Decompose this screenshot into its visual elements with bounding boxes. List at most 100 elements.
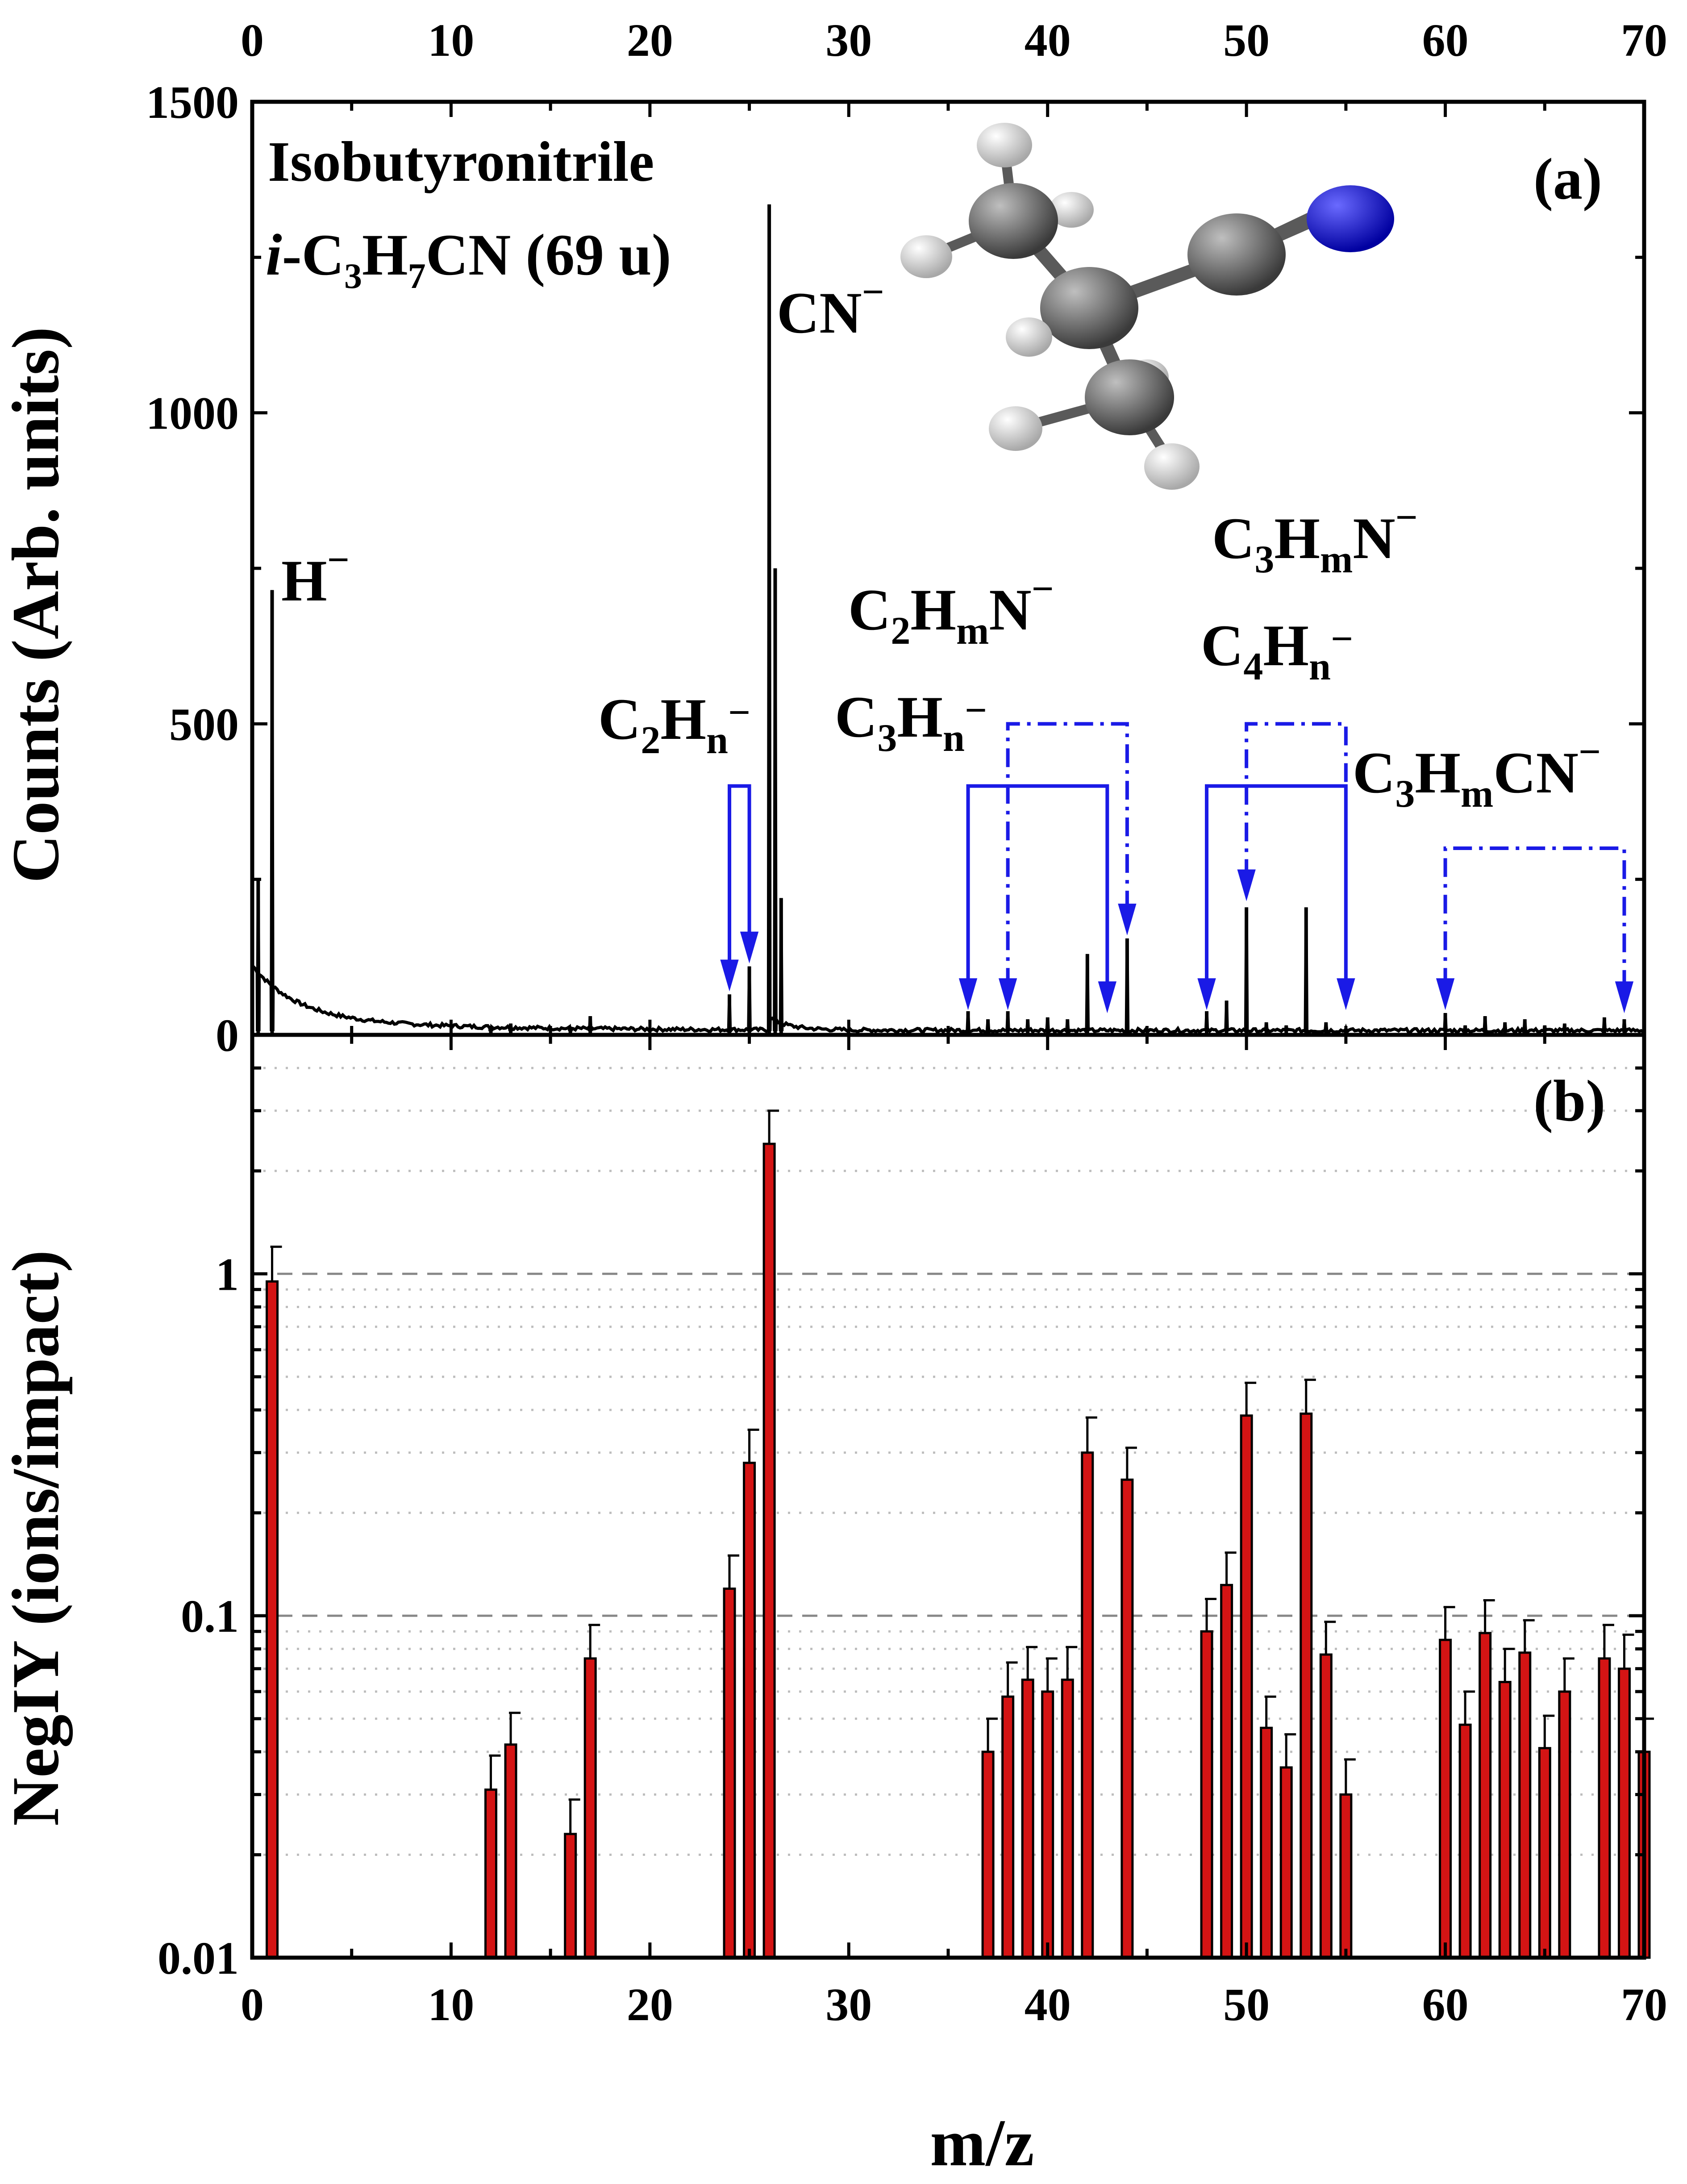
panel-b-y-axis-title: NegIY (ions/impact): [0, 1250, 73, 1826]
x-tick-label-top: 60: [1422, 15, 1469, 66]
bar: [564, 1833, 577, 1959]
hydrogen-atom: [977, 123, 1032, 167]
arrow-head-icon: [1615, 981, 1634, 1013]
bar: [1458, 1723, 1472, 1959]
arrow-head-icon: [998, 978, 1017, 1010]
arrow-head-icon: [740, 931, 759, 963]
panel-a-formula: i-C3H7CN (69 u): [266, 222, 671, 296]
bracket-line: [1245, 722, 1348, 878]
panel-a-annotations: [720, 722, 1634, 1013]
spectrum-line: [252, 204, 1644, 1037]
panel-b-tag: (b): [1533, 1068, 1605, 1134]
panel-a-y-axis-title: Counts (Arb. units): [0, 327, 73, 883]
x-tick-label: 0: [241, 1979, 264, 2030]
y-tick-label: 0.01: [158, 1933, 239, 1984]
bracket-line: [1205, 784, 1348, 987]
ion-label-c3hn: C3Hn−: [835, 684, 987, 760]
x-tick-label-top: 70: [1621, 15, 1667, 66]
bar: [743, 1462, 756, 1959]
x-tick-label: 30: [825, 1979, 872, 2030]
bracket-c2hn: [720, 784, 759, 992]
ion-label-c2hn: C2Hn−: [598, 686, 750, 762]
bar: [266, 1280, 279, 1959]
bar: [1300, 1412, 1313, 1959]
y-tick-label: 1: [216, 1249, 239, 1300]
hydrogen-atom: [1049, 192, 1094, 228]
bracket-line: [728, 784, 751, 968]
bar: [1001, 1695, 1015, 1959]
bar: [1319, 1653, 1333, 1959]
arrow-head-icon: [1237, 869, 1256, 901]
arrow-head-icon: [1436, 978, 1455, 1010]
x-tick-label: 70: [1621, 1979, 1667, 2030]
x-tick-label-top: 20: [627, 15, 673, 66]
hydrogen-atom: [1006, 317, 1052, 357]
bar: [1598, 1657, 1611, 1959]
x-tick-label: 60: [1422, 1979, 1469, 2030]
y-tick-label: 1000: [146, 388, 239, 439]
x-tick-label-top: 50: [1223, 15, 1270, 66]
y-tick-label: 0: [216, 1010, 239, 1061]
x-tick-label: 50: [1223, 1979, 1270, 2030]
x-tick-label-top: 0: [241, 15, 264, 66]
bar: [1498, 1681, 1512, 1959]
x-axis-title: m/z: [930, 2106, 1034, 2180]
bar: [1617, 1667, 1631, 1959]
carbon-atom: [1040, 267, 1138, 349]
bar: [1240, 1414, 1253, 1959]
bar: [1260, 1726, 1273, 1959]
bar: [1220, 1584, 1233, 1959]
y-tick-label: 500: [169, 699, 239, 750]
bracket-c3hn: [958, 784, 1117, 1013]
bar: [1518, 1651, 1532, 1959]
y-tick-label: 1500: [146, 77, 239, 128]
arrow-head-icon: [1197, 978, 1216, 1010]
x-tick-label-top: 30: [825, 15, 872, 66]
bar: [762, 1142, 776, 1959]
bracket-c3hmcn: [1436, 846, 1634, 1013]
bar: [1041, 1690, 1054, 1959]
ion-label-c2hmn: C2HmN−: [848, 567, 1054, 653]
bar: [1081, 1451, 1094, 1959]
x-tick-label: 40: [1025, 1979, 1071, 2030]
nitrogen-atom: [1307, 185, 1394, 252]
ion-label-cn: CN−: [777, 271, 884, 346]
bar: [583, 1657, 597, 1959]
bracket-c4hn: [1197, 784, 1355, 1010]
ion-labels: H− CN− C2Hn− C2HmN− C3Hn− C3HmN− C4Hn−C3HmCN− i…: [266, 222, 1601, 816]
arrow-head-icon: [1118, 904, 1137, 936]
x-tick-label-top: 40: [1025, 15, 1071, 66]
ion-label-c3hmcn: C3HmCN−: [1353, 730, 1601, 816]
bracket-c2hmn: [998, 722, 1137, 1010]
bar: [1021, 1678, 1034, 1959]
carbon-atom: [969, 183, 1058, 259]
ion-label-c3hmn: C3HmN−: [1212, 496, 1418, 581]
bracket-c3hmn: [1237, 722, 1348, 901]
bar: [484, 1788, 498, 1959]
bar: [1279, 1766, 1293, 1959]
arrow-head-icon: [1098, 981, 1117, 1013]
bar: [1339, 1793, 1353, 1959]
molecule-illustration: [900, 123, 1394, 490]
panel-a-tag: (a): [1533, 146, 1602, 212]
carbon-atom: [1187, 213, 1286, 296]
ion-label-h: H−: [281, 538, 350, 613]
bar: [1439, 1638, 1452, 1959]
x-tick-label-top: 10: [428, 15, 474, 66]
bar: [1200, 1630, 1213, 1959]
arrow-head-icon: [1337, 978, 1355, 1010]
bar: [1558, 1690, 1571, 1959]
bar: [1061, 1678, 1074, 1959]
arrow-head-icon: [720, 959, 739, 992]
hydrogen-atom: [1144, 443, 1200, 490]
hydrogen-atom: [900, 235, 952, 278]
axes: 0 10 20 30 40 50 60 70 0 10 20 30 40 50 60 70 0 500 1000 15…: [146, 15, 1667, 2030]
arrow-head-icon: [958, 978, 978, 1010]
panel-a-spectrum: [252, 204, 1644, 1037]
panel-a-title: Isobutyronitrile: [268, 130, 654, 193]
bar: [1538, 1747, 1551, 1959]
x-tick-label: 10: [428, 1979, 474, 2030]
bar: [723, 1588, 736, 1959]
